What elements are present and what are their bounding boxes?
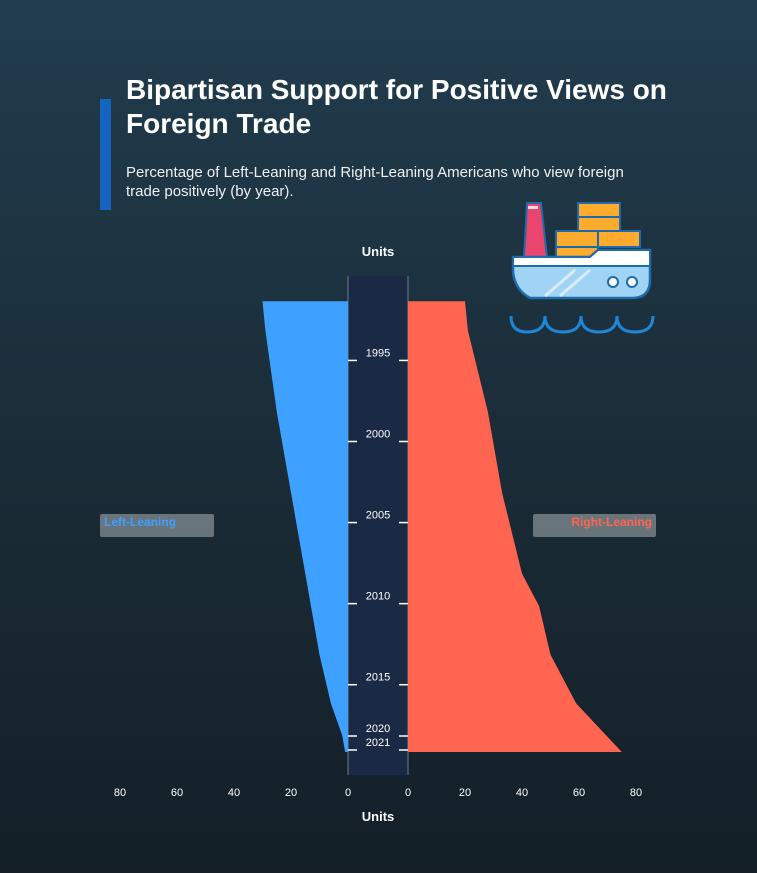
year-tick-label: 2020 [366,723,390,735]
center-axis-label: Units [362,244,395,259]
title-accent-bar [100,99,111,210]
legend-left-leaning: Left-Leaning [100,514,214,537]
year-tick-label: 2005 [366,510,390,522]
center-axis-band [348,276,408,775]
year-tick-label: 2010 [366,591,390,603]
legend-label-right-leaning: Right-Leaning [571,515,652,529]
x-tick-label-left: 20 [285,787,297,799]
legend-right-leaning: Right-Leaning [533,514,656,537]
x-tick-label-right: 0 [405,787,411,799]
x-tick-label-right: 80 [630,787,642,799]
year-tick-label: 2021 [366,737,390,749]
chart-subtitle: Percentage of Left-Leaning and Right-Lea… [126,164,624,200]
x-axis-label: Units [362,809,395,824]
year-tick-label: 2000 [366,429,390,441]
year-ticks: 1995 2000 2005 2010 2015 2020 2021 [348,347,408,751]
year-tick-label: 1995 [366,347,390,359]
x-tick-label-left: 0 [345,787,351,799]
cargo-ship-icon [511,202,652,300]
x-tick-label-left: 80 [114,787,126,799]
x-tick-label-right: 60 [573,787,585,799]
waves-icon [509,315,655,334]
x-ticks: 80 60 40 20 0 0 20 40 60 80 [114,787,642,799]
series-area-left-leaning [262,301,348,752]
x-tick-label-right: 40 [516,787,528,799]
x-tick-label-left: 60 [171,787,183,799]
x-tick-label-right: 20 [459,787,471,799]
series-area-right-leaning [408,301,622,752]
legend-label-left-leaning: Left-Leaning [104,515,176,529]
chart-title: Bipartisan Support for Positive Views on… [126,74,667,139]
x-tick-label-left: 40 [228,787,240,799]
year-tick-label: 2015 [366,672,390,684]
